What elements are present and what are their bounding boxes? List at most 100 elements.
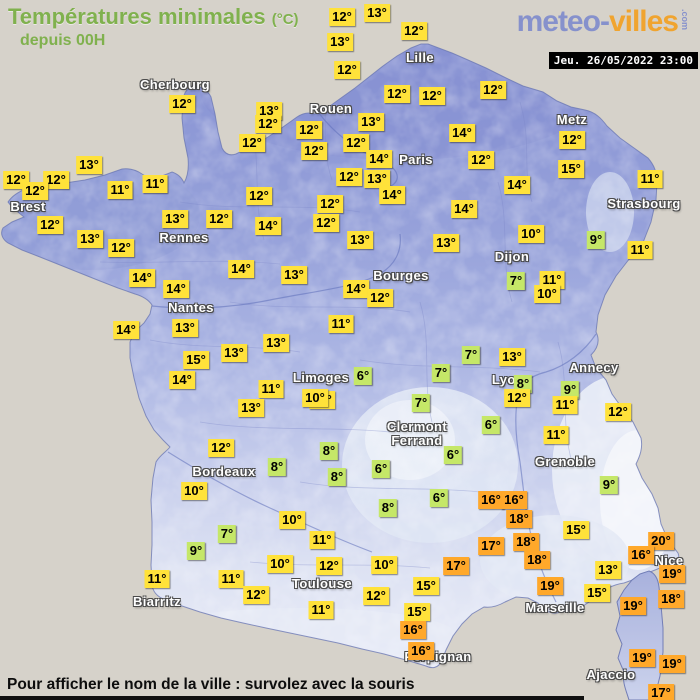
temp-label[interactable]: 17°: [648, 684, 674, 700]
temp-label[interactable]: 6°: [371, 460, 391, 478]
temp-label[interactable]: 12°: [37, 216, 63, 234]
temp-label[interactable]: 12°: [243, 586, 269, 604]
temp-label[interactable]: 12°: [480, 81, 506, 99]
temp-label[interactable]: 13°: [327, 33, 353, 51]
temp-label[interactable]: 10°: [371, 556, 397, 574]
temp-label[interactable]: 19°: [659, 655, 685, 673]
temp-label[interactable]: 12°: [401, 22, 427, 40]
temp-label[interactable]: 10°: [267, 555, 293, 573]
temp-label[interactable]: 12°: [317, 195, 343, 213]
temp-label[interactable]: 13°: [172, 319, 198, 337]
temp-label[interactable]: 11°: [107, 181, 133, 199]
temp-label[interactable]: 12°: [208, 439, 234, 457]
temp-label[interactable]: 8°: [513, 375, 533, 393]
temp-label[interactable]: 16°: [408, 642, 434, 660]
temp-label[interactable]: 10°: [181, 482, 207, 500]
temp-label[interactable]: 6°: [443, 446, 463, 464]
temp-label[interactable]: 12°: [43, 171, 69, 189]
temp-label[interactable]: 12°: [605, 403, 631, 421]
temp-label[interactable]: 13°: [238, 399, 264, 417]
temp-label[interactable]: 13°: [221, 344, 247, 362]
temp-label[interactable]: 14°: [228, 260, 254, 278]
temp-label[interactable]: 12°: [468, 151, 494, 169]
temp-label[interactable]: 12°: [316, 557, 342, 575]
temp-label[interactable]: 7°: [506, 272, 526, 290]
temp-label[interactable]: 13°: [162, 210, 188, 228]
temp-label[interactable]: 6°: [429, 489, 449, 507]
temp-label[interactable]: 15°: [563, 521, 589, 539]
temp-label[interactable]: 13°: [364, 170, 390, 188]
temp-label[interactable]: 17°: [478, 537, 504, 555]
temp-label[interactable]: 15°: [413, 577, 439, 595]
temp-label[interactable]: 14°: [169, 371, 195, 389]
temp-label[interactable]: 11°: [328, 315, 354, 333]
temp-label[interactable]: 12°: [108, 239, 134, 257]
temp-label[interactable]: 11°: [543, 426, 569, 444]
temp-label[interactable]: 13°: [358, 113, 384, 131]
temp-label[interactable]: 14°: [343, 280, 369, 298]
temp-label[interactable]: 11°: [218, 570, 244, 588]
temp-label[interactable]: 12°: [255, 115, 281, 133]
temp-label[interactable]: 8°: [327, 468, 347, 486]
temp-label[interactable]: 19°: [620, 597, 646, 615]
temp-label[interactable]: 18°: [524, 551, 550, 569]
temp-label[interactable]: 8°: [378, 499, 398, 517]
temp-label[interactable]: 16°: [501, 491, 527, 509]
temp-label[interactable]: 12°: [206, 210, 232, 228]
temp-label[interactable]: 8°: [319, 442, 339, 460]
temp-label[interactable]: 17°: [443, 557, 469, 575]
temp-label[interactable]: 14°: [379, 186, 405, 204]
temp-label[interactable]: 10°: [279, 511, 305, 529]
temp-label[interactable]: 15°: [183, 351, 209, 369]
temp-label[interactable]: 16°: [628, 546, 654, 564]
site-logo[interactable]: meteo-villes .com: [517, 5, 690, 39]
temp-label[interactable]: 12°: [313, 214, 339, 232]
temp-label[interactable]: 12°: [343, 134, 369, 152]
temp-label[interactable]: 19°: [629, 649, 655, 667]
temp-label[interactable]: 15°: [404, 603, 430, 621]
temp-label[interactable]: 9°: [186, 542, 206, 560]
temp-label[interactable]: 19°: [537, 577, 563, 595]
temp-label[interactable]: 12°: [301, 142, 327, 160]
temp-label[interactable]: 9°: [586, 231, 606, 249]
temp-label[interactable]: 13°: [499, 348, 525, 366]
temp-label[interactable]: 14°: [113, 321, 139, 339]
temp-label[interactable]: 11°: [627, 241, 653, 259]
temp-label[interactable]: 7°: [431, 364, 451, 382]
temp-label[interactable]: 10°: [302, 389, 328, 407]
temp-label[interactable]: 12°: [22, 182, 48, 200]
temp-label[interactable]: 14°: [129, 269, 155, 287]
temp-label[interactable]: 16°: [478, 491, 504, 509]
temp-label[interactable]: 11°: [552, 396, 578, 414]
temp-label[interactable]: 6°: [481, 416, 501, 434]
temp-label[interactable]: 10°: [518, 225, 544, 243]
temp-label[interactable]: 13°: [347, 231, 373, 249]
temp-label[interactable]: 13°: [281, 266, 307, 284]
temp-label[interactable]: 11°: [637, 170, 663, 188]
temp-label[interactable]: 12°: [246, 187, 272, 205]
temp-label[interactable]: 15°: [584, 584, 610, 602]
temp-label[interactable]: 12°: [334, 61, 360, 79]
temp-label[interactable]: 12°: [169, 95, 195, 113]
temp-label[interactable]: 14°: [366, 150, 392, 168]
temp-label[interactable]: 14°: [163, 280, 189, 298]
temp-label[interactable]: 11°: [144, 570, 170, 588]
temp-label[interactable]: 10°: [534, 285, 560, 303]
temp-label[interactable]: 9°: [560, 381, 580, 399]
temp-label[interactable]: 14°: [451, 200, 477, 218]
temp-label[interactable]: 12°: [239, 134, 265, 152]
temp-label[interactable]: 12°: [296, 121, 322, 139]
temp-label[interactable]: 18°: [658, 590, 684, 608]
temp-label[interactable]: 11°: [308, 601, 334, 619]
temp-label[interactable]: 12°: [367, 289, 393, 307]
temp-label[interactable]: 7°: [217, 525, 237, 543]
temp-label[interactable]: 16°: [400, 621, 426, 639]
temp-label[interactable]: 12°: [504, 389, 530, 407]
temp-label[interactable]: 8°: [267, 458, 287, 476]
temp-label[interactable]: 13°: [595, 561, 621, 579]
temp-label[interactable]: 12°: [329, 8, 355, 26]
temp-label[interactable]: 18°: [506, 510, 532, 528]
temp-label[interactable]: 11°: [258, 380, 284, 398]
temp-label[interactable]: 19°: [659, 565, 685, 583]
temp-label[interactable]: 12°: [559, 131, 585, 149]
